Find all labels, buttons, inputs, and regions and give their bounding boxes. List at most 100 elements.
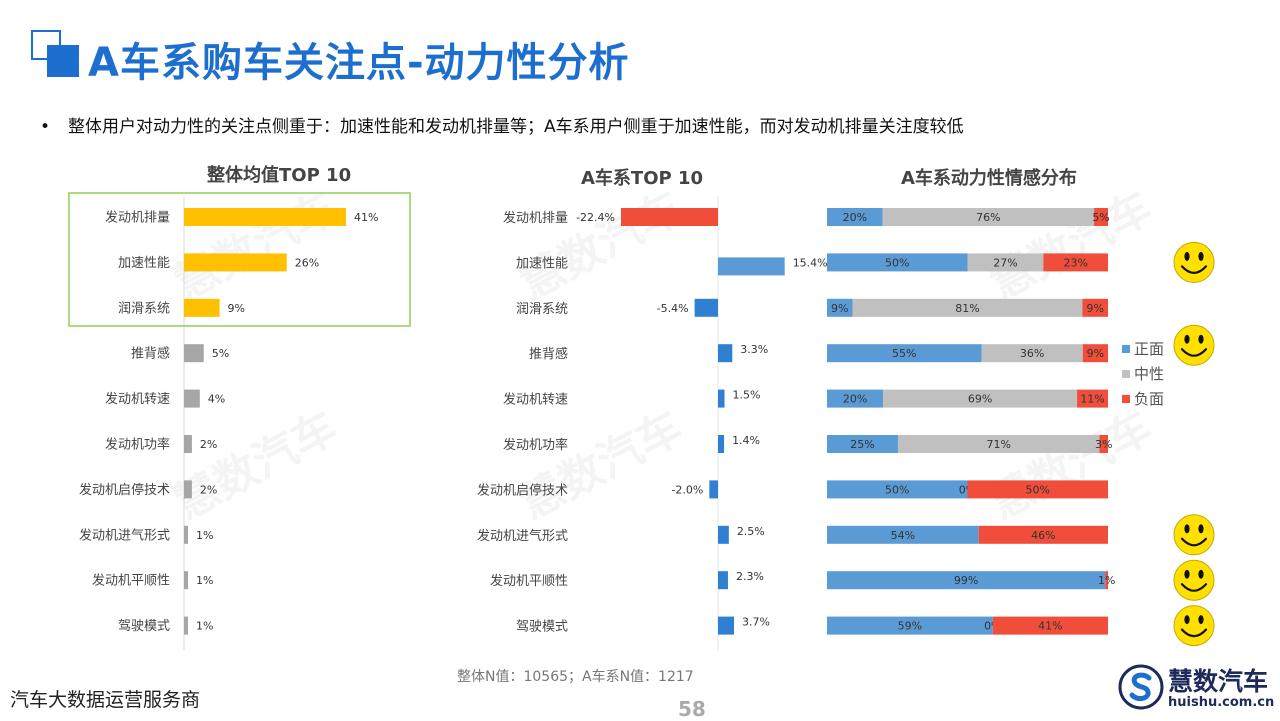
watermark-text-5: 慧数汽车 <box>981 402 1160 530</box>
overall-category-label: 发动机进气形式 <box>79 527 170 543</box>
overall-bar <box>184 616 188 635</box>
sentiment-segment-negative <box>1082 298 1108 317</box>
sentiment-segment-positive <box>827 253 968 272</box>
brand-name: 慧数汽车 <box>1168 667 1269 696</box>
overall-category-label: 加速性能 <box>118 256 170 271</box>
sentiment-segment-negative <box>1077 389 1108 408</box>
legend-item-neutral: 中性 <box>1122 361 1164 386</box>
a-series-value-label: 1.4% <box>732 434 760 447</box>
sentiment-value-label: 50% <box>885 256 909 269</box>
legend-swatch-negative <box>1122 394 1130 403</box>
page-title: A车系购车关注点-动力性分析 <box>88 40 630 86</box>
watermark-text-3: 慧数汽车 <box>166 402 345 530</box>
sentiment-value-label: 1% <box>1098 574 1115 587</box>
sentiment-value-label: 76% <box>976 211 1000 224</box>
overall-bar <box>184 344 204 363</box>
smiley-icon <box>1173 241 1215 283</box>
sentiment-segment-positive <box>827 480 968 499</box>
sentiment-segment-negative <box>967 480 1108 499</box>
overall-value-label: 4% <box>208 393 225 406</box>
overall-bar <box>184 298 220 317</box>
brand-logo-icon <box>1118 664 1164 710</box>
a-series-value-label: 2.3% <box>736 570 764 583</box>
sentiment-segment-negative <box>1082 344 1108 363</box>
sentiment-value-label: 41% <box>1038 620 1062 633</box>
sentiment-segment-negative <box>1094 208 1108 226</box>
sentiment-segment-positive <box>827 344 982 363</box>
smiley-icon <box>1173 324 1215 366</box>
overall-bar <box>184 208 346 226</box>
sentiment-value-label: 5% <box>1092 211 1109 224</box>
sentiment-segment-negative <box>992 616 1108 635</box>
overall-value-label: 1% <box>196 529 213 542</box>
sentiment-value-label: 59% <box>898 620 922 633</box>
sentiment-value-label: 55% <box>892 347 916 360</box>
sentiment-value-label: 50% <box>1026 483 1050 496</box>
sentiment-value-label: 46% <box>1031 529 1055 542</box>
sentiment-value-label: 9% <box>831 302 848 315</box>
overall-category-label: 驾驶模式 <box>118 619 170 634</box>
a-series-category-label: 润滑系统 <box>516 302 568 317</box>
sentiment-value-label: 81% <box>955 302 979 315</box>
sentiment-value-label: 27% <box>993 256 1017 269</box>
overall-value-label: 5% <box>212 347 229 360</box>
legend-label-negative: 负面 <box>1134 390 1165 408</box>
page-number: 58 <box>678 697 706 721</box>
overall-category-label: 推背感 <box>131 346 170 362</box>
a-series-category-label: 发动机排量 <box>503 210 568 226</box>
legend-label-positive: 正面 <box>1134 340 1165 358</box>
sentiment-segment-positive <box>827 525 979 544</box>
sentiment-segment-negative <box>1043 253 1108 272</box>
sentiment-value-label: 50% <box>885 483 909 496</box>
brand-domain: huishu.com.cn <box>1168 695 1275 710</box>
a-series-category-label: 发动机功率 <box>503 437 568 453</box>
a-series-bar <box>718 435 725 453</box>
a-series-value-label: 2.5% <box>737 525 765 538</box>
a-series-category-label: 发动机进气形式 <box>477 528 568 544</box>
a-series-category-label: 发动机启停技术 <box>477 482 568 498</box>
a-series-value-label: -5.4% <box>657 302 689 315</box>
a-series-category-label: 推背感 <box>529 346 568 362</box>
a-series-category-label: 发动机平顺性 <box>490 573 568 589</box>
overall-bar <box>184 480 192 499</box>
a-series-value-label: 1.5% <box>732 389 760 402</box>
sentiment-segment-neutral <box>852 298 1083 317</box>
a-series-bar <box>718 389 725 408</box>
sentiment-segment-positive <box>827 571 1106 590</box>
overall-bar <box>184 571 188 590</box>
overall-value-label: 26% <box>295 256 319 269</box>
legend-item-negative: 负面 <box>1122 386 1164 411</box>
sentiment-value-label: 99% <box>954 574 978 587</box>
overall-top3-highlight-box <box>68 192 411 327</box>
summary-bullet: • 整体用户对动力性的关注点侧重于：加速性能和发动机排量等；A车系用户侧重于加速性… <box>40 112 964 137</box>
overall-category-label: 发动机平顺性 <box>92 573 170 589</box>
sentiment-value-label: 54% <box>891 529 915 542</box>
sentiment-segment-neutral <box>981 344 1083 363</box>
sentiment-segment-negative <box>1099 435 1108 453</box>
a-series-bar <box>621 208 718 226</box>
watermark-text-0: 慧数汽车 <box>166 182 345 310</box>
overall-category-label: 发动机转速 <box>105 391 170 407</box>
sentiment-legend: 正面 中性 负面 <box>1122 336 1164 411</box>
a-series-bar <box>718 616 735 635</box>
sentiment-segment-neutral <box>967 253 1044 272</box>
a-series-bar <box>694 298 718 317</box>
legend-swatch-neutral <box>1122 369 1130 378</box>
title-deco-block <box>47 45 79 77</box>
sentiment-value-label: 36% <box>1020 347 1044 360</box>
a-series-category-label: 驾驶模式 <box>516 620 568 635</box>
a-series-category-label: 加速性能 <box>516 256 568 271</box>
sentiment-value-label: 69% <box>968 393 992 406</box>
sentiment-value-label: 20% <box>843 393 867 406</box>
overall-bar <box>184 435 192 453</box>
smiley-icon <box>1173 605 1215 647</box>
a-series-value-label: -2.0% <box>671 483 703 496</box>
sentiment-segment-negative <box>1105 571 1108 590</box>
sentiment-segment-neutral <box>882 208 1095 226</box>
a-series-value-label: -22.4% <box>576 211 615 224</box>
sentiment-segment-positive <box>827 298 853 317</box>
smiley-icon <box>1173 514 1215 556</box>
a-series-category-label: 发动机转速 <box>503 392 568 408</box>
company-tagline: 汽车大数据运营服务商 <box>10 689 201 711</box>
smiley-icon <box>1173 559 1215 601</box>
